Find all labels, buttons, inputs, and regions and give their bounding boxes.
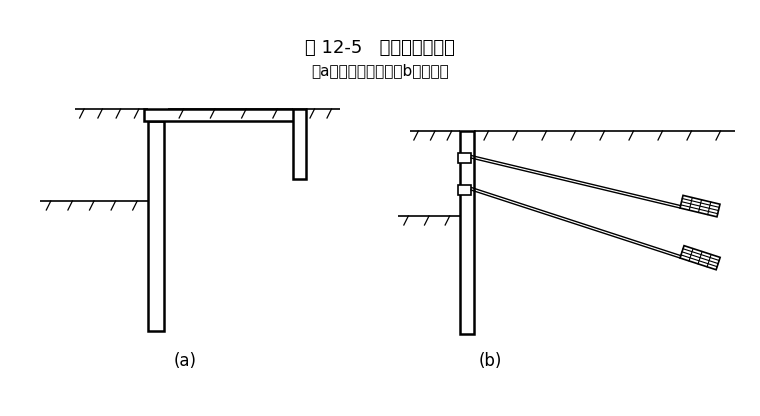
Bar [293,109,306,179]
Text: (a): (a) [173,352,197,370]
Bar [458,185,471,195]
Text: (b): (b) [478,352,502,370]
Bar [460,131,474,334]
Bar [458,153,471,163]
Polygon shape [680,245,720,270]
Text: 图 12-5   拉锚式支护结构: 图 12-5 拉锚式支护结构 [305,39,455,57]
Bar [144,109,305,121]
Text: （a）地面拉锚式；（b）锚杆式: （a）地面拉锚式；（b）锚杆式 [311,64,449,79]
Polygon shape [680,196,720,217]
Bar [148,121,164,331]
